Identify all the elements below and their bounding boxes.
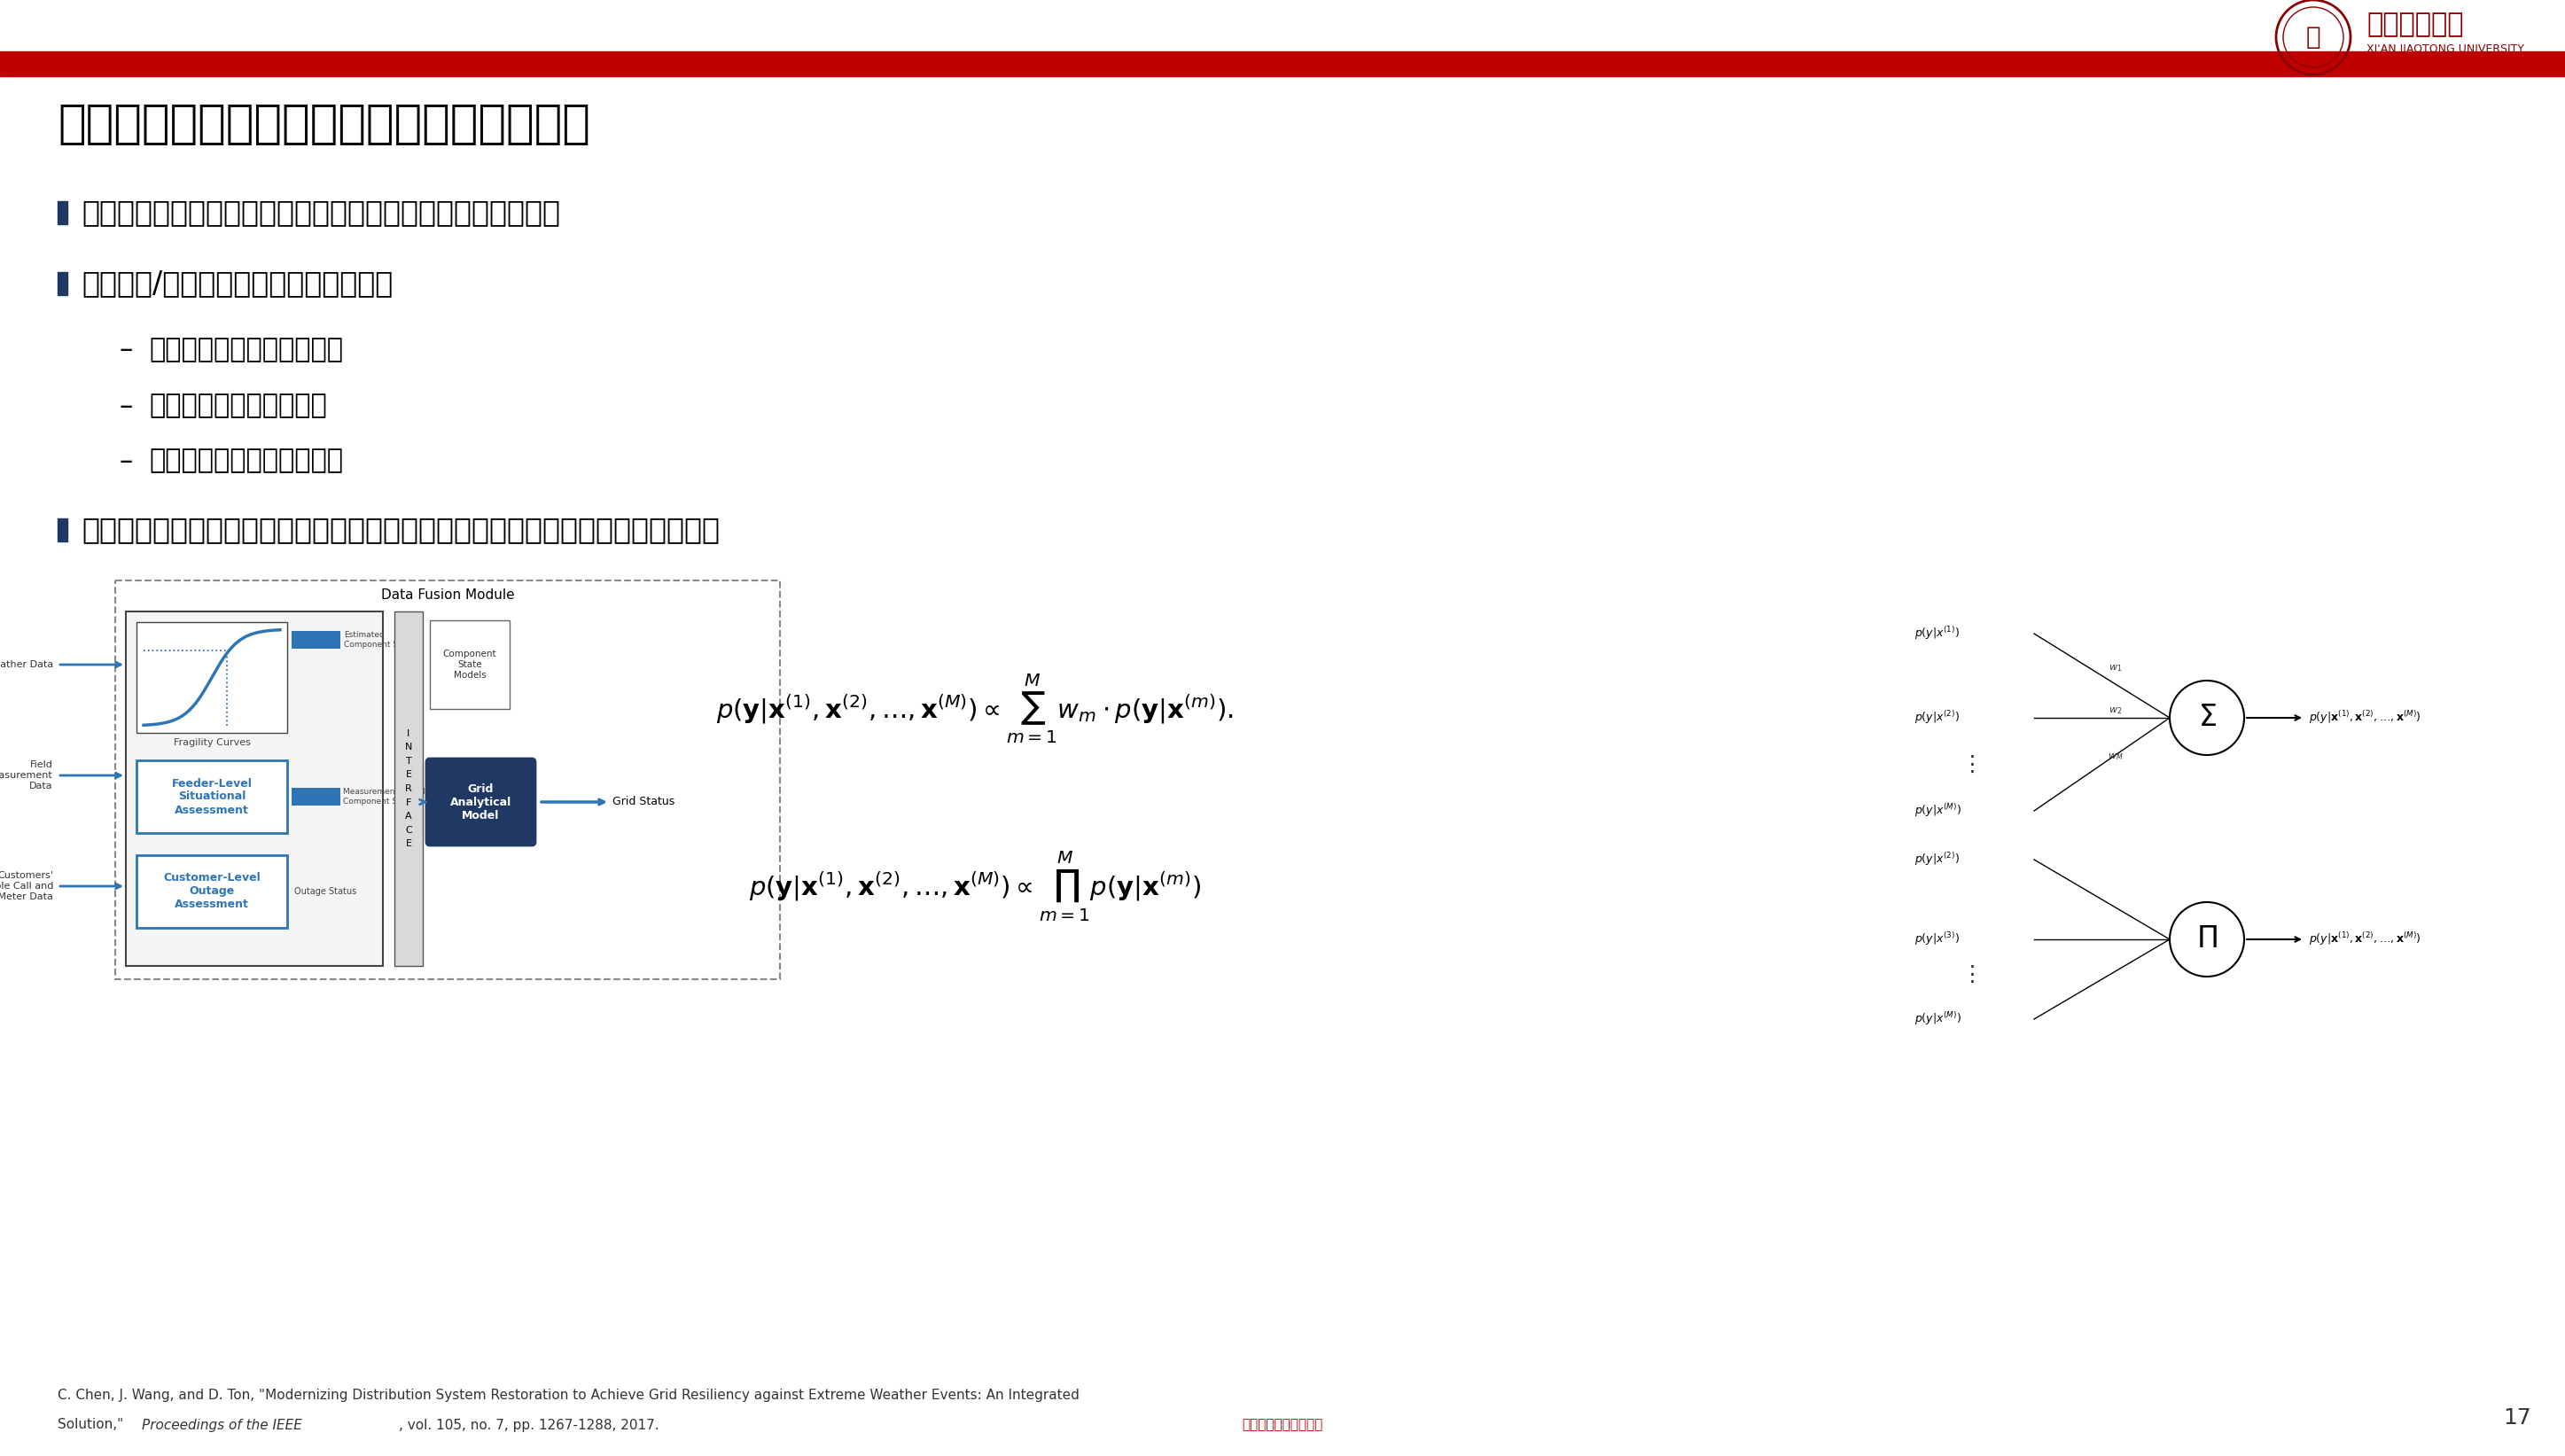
Bar bbox=[56, 272, 67, 296]
Text: Field
Measurement
Data: Field Measurement Data bbox=[0, 760, 54, 791]
Text: Weather Data: Weather Data bbox=[0, 660, 54, 670]
Text: Feeder-Level
Situational
Assessment: Feeder-Level Situational Assessment bbox=[172, 778, 251, 815]
Text: $p(\mathbf{y}|\mathbf{x}^{(1)},\mathbf{x}^{(2)},\ldots,\mathbf{x}^{(M)}) \propto: $p(\mathbf{y}|\mathbf{x}^{(1)},\mathbf{x… bbox=[716, 673, 1234, 745]
Text: Grid
Analytical
Model: Grid Analytical Model bbox=[449, 783, 510, 821]
Text: $p(y|x^{(M)})$: $p(y|x^{(M)})$ bbox=[1913, 1010, 1962, 1028]
Bar bbox=[56, 201, 67, 224]
Text: Estimated
Component Status: Estimated Component Status bbox=[344, 632, 418, 648]
Text: 交: 交 bbox=[2306, 25, 2321, 50]
FancyBboxPatch shape bbox=[426, 759, 536, 846]
Bar bbox=[136, 622, 287, 732]
Bar bbox=[136, 855, 287, 927]
Circle shape bbox=[2170, 680, 2244, 756]
Text: 电力系统恢复决策的前提是了解系统故障状态（如故障位置）: 电力系统恢复决策的前提是了解系统故障状态（如故障位置） bbox=[82, 198, 559, 227]
Text: 《电工技术学报》发布: 《电工技术学报》发布 bbox=[1241, 1418, 1324, 1431]
Text: $\Pi$: $\Pi$ bbox=[2196, 925, 2219, 954]
Text: $w_2$: $w_2$ bbox=[2108, 706, 2121, 716]
Text: Data Fusion Module: Data Fusion Module bbox=[380, 588, 516, 603]
Text: Proceedings of the IEEE: Proceedings of the IEEE bbox=[141, 1418, 303, 1431]
Text: $w_1$: $w_1$ bbox=[2108, 664, 2121, 674]
Text: $p(y|x^{(2)})$: $p(y|x^{(2)})$ bbox=[1913, 709, 1960, 727]
Circle shape bbox=[2170, 903, 2244, 977]
Bar bbox=[292, 630, 341, 649]
Text: $p(y|\mathbf{x}^{(1)},\mathbf{x}^{(2)},\ldots,\mathbf{x}^{(M)})$: $p(y|\mathbf{x}^{(1)},\mathbf{x}^{(2)},\… bbox=[2308, 930, 2421, 948]
Text: C. Chen, J. Wang, and D. Ton, "Modernizing Distribution System Restoration to Ac: C. Chen, J. Wang, and D. Ton, "Modernizi… bbox=[56, 1389, 1080, 1402]
Text: $p(y|x^{(3)})$: $p(y|x^{(3)})$ bbox=[1913, 930, 1960, 948]
Text: $p(\mathbf{y}|\mathbf{x}^{(1)},\mathbf{x}^{(2)},\ldots,\mathbf{x}^{(M)}) \propto: $p(\mathbf{y}|\mathbf{x}^{(1)},\mathbf{x… bbox=[749, 849, 1200, 923]
Bar bbox=[395, 612, 423, 965]
Text: ⋮: ⋮ bbox=[1962, 754, 1983, 776]
Text: I
N
T
E
R
F
A
C
E: I N T E R F A C E bbox=[405, 729, 413, 849]
Bar bbox=[136, 760, 287, 833]
Text: $p(y|x^{(2)})$: $p(y|x^{(2)})$ bbox=[1913, 852, 1960, 868]
Bar bbox=[0, 51, 2565, 76]
Text: –: – bbox=[121, 338, 133, 363]
Text: Fragility Curves: Fragility Curves bbox=[174, 738, 251, 747]
Text: $p(y|x^{(1)})$: $p(y|x^{(1)})$ bbox=[1913, 625, 1960, 642]
Text: $w_M$: $w_M$ bbox=[2108, 751, 2124, 763]
Text: –: – bbox=[121, 393, 133, 419]
Text: 17: 17 bbox=[2503, 1408, 2532, 1428]
Text: $p(y|\mathbf{x}^{(1)},\mathbf{x}^{(2)},\ldots,\mathbf{x}^{(M)})$: $p(y|\mathbf{x}^{(1)},\mathbf{x}^{(2)},\… bbox=[2308, 709, 2421, 727]
Bar bbox=[292, 788, 341, 805]
Text: Grid Status: Grid Status bbox=[613, 796, 675, 808]
Text: Measurement Based
Component Status: Measurement Based Component Status bbox=[344, 788, 426, 805]
Bar bbox=[115, 581, 780, 980]
Bar bbox=[431, 620, 510, 709]
Text: 极端事件下每一种信息都是不准确或不完全：概率化融合多源信息提高定位准确性: 极端事件下每一种信息都是不准确或不完全：概率化融合多源信息提高定位准确性 bbox=[82, 515, 721, 545]
Text: 信息层：概率化多源信息融合提高故障定位: 信息层：概率化多源信息融合提高故障定位 bbox=[56, 100, 590, 147]
Text: XI'AN JIAOTONG UNIVERSITY: XI'AN JIAOTONG UNIVERSITY bbox=[2367, 44, 2524, 55]
Text: 天气数据：统计和物理角度: 天气数据：统计和物理角度 bbox=[149, 338, 344, 363]
Text: Outage Status: Outage Status bbox=[295, 887, 357, 895]
Text: , vol. 105, no. 7, pp. 1267-1288, 2017.: , vol. 105, no. 7, pp. 1267-1288, 2017. bbox=[398, 1418, 659, 1431]
Text: 用户数据：从用户观测角度: 用户数据：从用户观测角度 bbox=[149, 448, 344, 473]
Text: 不同信息/数据从不同维度提供故障信息: 不同信息/数据从不同维度提供故障信息 bbox=[82, 269, 392, 298]
Text: Customers'
Trouble Call and
Smart Meter Data: Customers' Trouble Call and Smart Meter … bbox=[0, 872, 54, 901]
Text: Solution,": Solution," bbox=[56, 1418, 128, 1431]
Text: 西安交通大学: 西安交通大学 bbox=[2367, 12, 2462, 38]
Text: $\Sigma$: $\Sigma$ bbox=[2198, 703, 2216, 732]
Text: Component
State
Models: Component State Models bbox=[444, 649, 498, 680]
Text: ⋮: ⋮ bbox=[1962, 964, 1983, 986]
Bar bbox=[56, 518, 67, 542]
Bar bbox=[126, 612, 382, 965]
Text: –: – bbox=[121, 448, 133, 473]
Text: 电网量测数据：电气角度: 电网量测数据：电气角度 bbox=[149, 393, 326, 419]
Text: $p(y|x^{(M)})$: $p(y|x^{(M)})$ bbox=[1913, 802, 1962, 820]
Text: Customer-Level
Outage
Assessment: Customer-Level Outage Assessment bbox=[164, 872, 262, 910]
